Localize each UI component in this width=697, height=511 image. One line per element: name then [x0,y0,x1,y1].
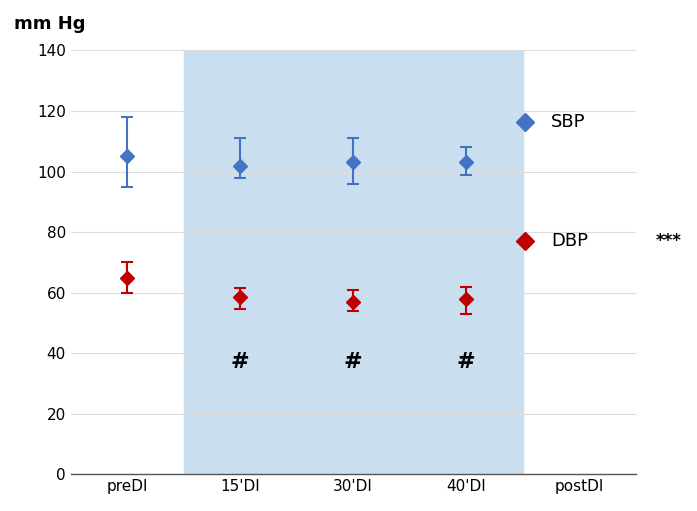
Text: #: # [344,353,362,373]
Text: SBP: SBP [551,113,585,131]
Text: #: # [457,353,475,373]
Text: #: # [231,353,250,373]
Text: DBP: DBP [551,232,588,250]
Text: mm Hg: mm Hg [14,15,86,33]
Bar [183,51,523,475]
Text: ***: *** [655,232,681,250]
